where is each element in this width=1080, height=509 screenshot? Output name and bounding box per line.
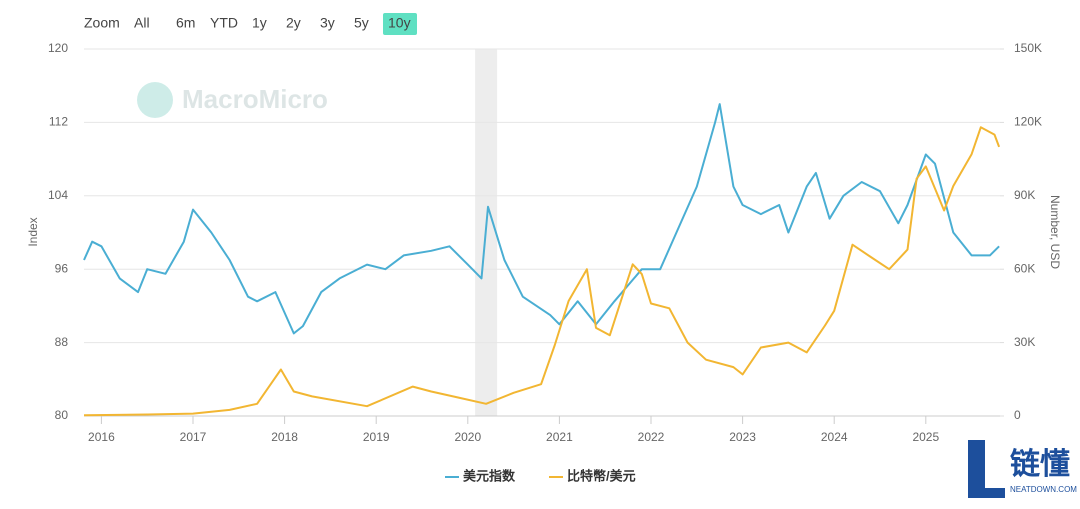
watermark: MacroMicro <box>137 82 328 118</box>
y-tick-label: 88 <box>55 335 69 349</box>
y-tick-label: 80 <box>55 408 69 422</box>
y-tick-label: 104 <box>48 188 68 202</box>
x-tick-label: 2016 <box>88 430 115 444</box>
x-tick-label: 2022 <box>638 430 665 444</box>
logo-sub: NEATDOWN.COM <box>1010 485 1077 494</box>
y2-tick-label: 60K <box>1014 261 1035 275</box>
x-tick-label: 2023 <box>729 430 756 444</box>
y2-tick-label: 120K <box>1014 115 1042 129</box>
series-line <box>83 103 1000 335</box>
range-button[interactable]: YTD <box>210 15 238 31</box>
x-tick-label: 2025 <box>912 430 939 444</box>
y-tick-label: 120 <box>48 41 68 55</box>
x-tick-label: 2024 <box>821 430 848 444</box>
zoom-label: Zoom <box>84 15 120 31</box>
y2-tick-label: 90K <box>1014 188 1035 202</box>
legend-label: 美元指数 <box>463 468 516 483</box>
range-buttons: All 6m YTD 1y 2y 3y 5y 10y <box>134 13 417 35</box>
x-tick-label: 2017 <box>180 430 207 444</box>
range-button[interactable]: 3y <box>320 15 335 31</box>
logo: 链懂 NEATDOWN.COM <box>968 440 1077 498</box>
x-tick-label: 2020 <box>454 430 481 444</box>
range-button[interactable]: 2y <box>286 15 301 31</box>
y2-tick-label: 0 <box>1014 408 1021 422</box>
range-button[interactable]: 5y <box>354 15 369 31</box>
legend-label: 比特幣/美元 <box>567 468 636 483</box>
y-tick-label: 96 <box>55 261 69 275</box>
watermark-text: MacroMicro <box>182 84 328 114</box>
range-button[interactable]: 6m <box>176 15 195 31</box>
range-button[interactable]: 1y <box>252 15 267 31</box>
range-button[interactable]: All <box>134 15 150 31</box>
y-axis-title: Index <box>26 217 40 246</box>
y2-tick-label: 30K <box>1014 335 1035 349</box>
y2-axis-title: Number, USD <box>1048 195 1062 269</box>
watermark-icon <box>137 82 173 118</box>
x-tick-label: 2018 <box>271 430 298 444</box>
x-tick-label: 2019 <box>363 430 390 444</box>
x-tick-label: 2021 <box>546 430 573 444</box>
range-button[interactable]: 10y <box>388 15 411 31</box>
logo-text: 链懂 <box>1010 447 1070 481</box>
logo-icon <box>968 440 1005 498</box>
series-line <box>83 126 1001 417</box>
range-button-bg <box>383 13 417 35</box>
y-tick-label: 112 <box>49 115 68 129</box>
y2-tick-label: 150K <box>1014 41 1042 55</box>
